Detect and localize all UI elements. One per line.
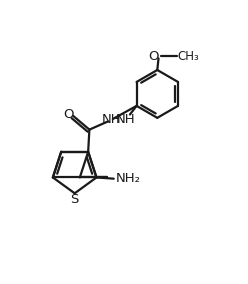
Text: NH: NH bbox=[116, 113, 135, 126]
Text: NH₂: NH₂ bbox=[116, 172, 140, 185]
Text: NH: NH bbox=[102, 113, 122, 126]
Text: S: S bbox=[70, 193, 79, 206]
Text: CH₃: CH₃ bbox=[178, 50, 199, 63]
Text: O: O bbox=[148, 50, 158, 63]
Text: O: O bbox=[64, 108, 74, 121]
